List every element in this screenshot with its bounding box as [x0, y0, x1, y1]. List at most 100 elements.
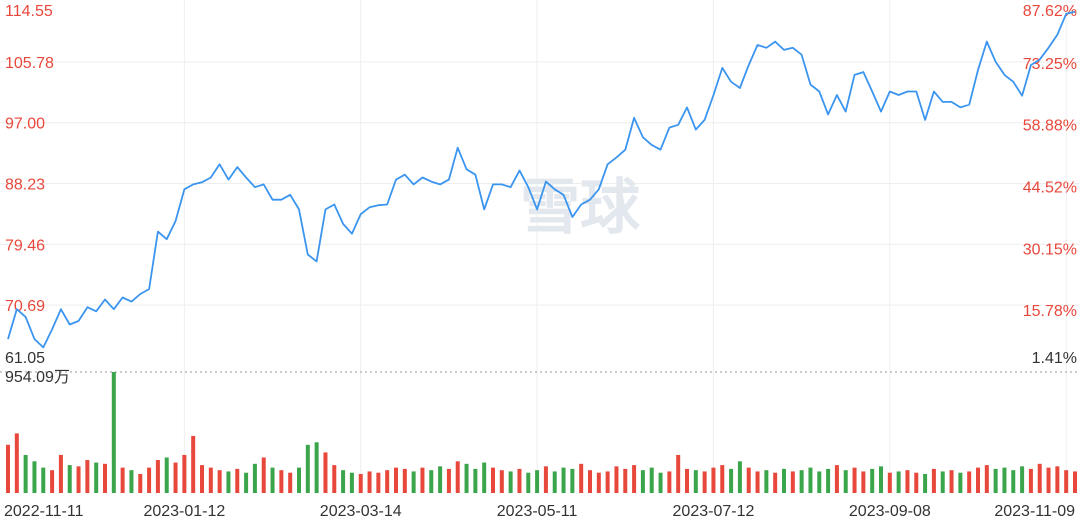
volume-bar [164, 457, 169, 493]
volume-bar [914, 472, 919, 493]
volume-bar [32, 461, 37, 493]
volume-bar [773, 472, 778, 493]
volume-bar [138, 473, 143, 493]
y-tick-label: 79.46 [5, 237, 45, 254]
price-line [7, 10, 1076, 349]
volume-bar [252, 463, 257, 493]
volume-bar [23, 454, 28, 493]
volume-bar [808, 467, 813, 493]
volume-bar [561, 467, 566, 493]
x-tick-label: 2023-11-09 [994, 503, 1075, 520]
volume-bar [843, 470, 848, 493]
y2-tick-label: 87.62% [1023, 3, 1077, 20]
volume-bar [411, 471, 416, 493]
volume-bar [984, 465, 989, 493]
volume-bar [429, 470, 434, 493]
volume-bar [332, 465, 337, 493]
volume-bar [270, 467, 275, 493]
volume-bar [367, 471, 372, 493]
volume-bar [993, 468, 998, 493]
y-tick-label: 70.69 [5, 298, 45, 315]
volume-bar [817, 471, 822, 493]
volume-bar [605, 471, 610, 493]
y-tick-label: 88.23 [5, 177, 45, 194]
volume-bar [67, 465, 72, 493]
x-tick-label: 2023-07-12 [673, 503, 755, 520]
x-tick-label: 2023-09-08 [849, 503, 931, 520]
volume-bar [120, 467, 125, 493]
volume-bar [737, 461, 742, 493]
volume-bar [358, 473, 363, 493]
volume-bar [667, 471, 672, 493]
volume-bar [949, 470, 954, 493]
volume-bar [464, 463, 469, 493]
y2-tick-label: 1.41% [1032, 350, 1077, 367]
volume-bar [341, 470, 346, 493]
volume-bar [244, 472, 249, 493]
volume-bar [394, 467, 398, 493]
volume-bar [473, 468, 478, 493]
volume-bar [685, 468, 689, 493]
volume-bar [746, 467, 751, 493]
y-tick-label: 114.55 [5, 3, 53, 20]
volume-bar [526, 472, 531, 493]
y-tick-label: 97.00 [5, 116, 45, 133]
volume-bar [896, 471, 901, 493]
volume-bar [790, 471, 795, 493]
volume-bar [1020, 466, 1025, 493]
volume-bar [596, 472, 601, 493]
volume-bar [693, 470, 698, 493]
volume-bar [14, 433, 19, 493]
volume-bar [702, 471, 707, 493]
volume-bar [535, 470, 540, 493]
volume-bar [402, 468, 407, 493]
x-tick-label: 2023-01-12 [143, 503, 225, 520]
volume-bar [887, 472, 892, 493]
volume-bar [155, 460, 160, 493]
volume-bar [129, 470, 134, 493]
volume-bar [623, 468, 628, 493]
volume-bar [861, 471, 866, 493]
volume-bar [931, 468, 936, 493]
y-tick-label: 105.78 [5, 55, 54, 72]
volume-bar [58, 454, 63, 493]
volume-bar [676, 454, 681, 493]
volume-bar [261, 457, 266, 493]
volume-bar [632, 465, 637, 493]
volume-bar [517, 468, 522, 493]
volume-bar [323, 452, 328, 493]
volume-bar [552, 471, 557, 493]
volume-bar [208, 467, 213, 493]
y-tick-label: 61.05 [5, 350, 45, 367]
volume-bar [649, 467, 654, 493]
y2-tick-label: 58.88% [1023, 118, 1077, 135]
volume-bar [41, 467, 46, 493]
y2-tick-label: 73.25% [1023, 56, 1077, 73]
volume-bar [288, 472, 293, 493]
volume-bar [588, 470, 592, 493]
volume-bar [499, 470, 504, 493]
volume-bar [1037, 463, 1042, 493]
volume-bar [200, 465, 204, 493]
volume-bar [720, 465, 725, 493]
volume-bar [482, 462, 487, 493]
volume-bar [508, 471, 513, 493]
volume-bar [420, 467, 425, 493]
volume-bar [976, 467, 980, 493]
volume-bar [570, 468, 575, 493]
volume-tick-label: 954.09万 [5, 369, 70, 386]
volume-bar [1011, 470, 1016, 493]
volume-bar [905, 470, 910, 493]
volume-bar [940, 471, 945, 493]
volume-bar [879, 466, 883, 493]
volume-bar [103, 463, 107, 493]
volume-bar [446, 468, 451, 493]
volume-bar [1064, 470, 1069, 493]
volume-bar [147, 467, 152, 493]
volume-bar [1028, 468, 1033, 493]
volume-bar [173, 462, 178, 493]
volume-bar [438, 466, 443, 493]
volume-bar [923, 473, 928, 493]
volume-bar [658, 472, 663, 493]
